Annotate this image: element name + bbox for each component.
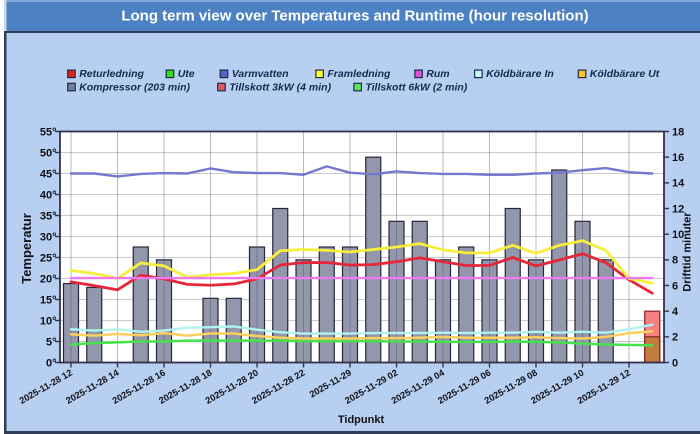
svg-text:Long term view over Temperatur: Long term view over Temperatures and Run… — [121, 8, 588, 25]
svg-text:8: 8 — [672, 255, 678, 267]
svg-text:4: 4 — [672, 306, 679, 318]
svg-text:Drifttid minuter: Drifttid minuter — [682, 212, 694, 292]
svg-text:5°: 5° — [46, 336, 57, 348]
svg-text:Rum: Rum — [426, 68, 449, 80]
svg-text:2: 2 — [672, 332, 678, 344]
svg-text:50°: 50° — [40, 147, 57, 159]
svg-text:0°: 0° — [46, 357, 57, 369]
svg-text:6: 6 — [672, 280, 678, 292]
svg-text:Tillskott 3kW (4 min): Tillskott 3kW (4 min) — [229, 81, 331, 93]
svg-text:Köldbärare Ut: Köldbärare Ut — [590, 68, 660, 80]
svg-text:0: 0 — [672, 357, 678, 369]
svg-text:10: 10 — [672, 229, 684, 241]
svg-text:45°: 45° — [40, 168, 57, 180]
svg-text:Temperatur: Temperatur — [19, 213, 34, 284]
svg-text:18: 18 — [672, 126, 684, 138]
svg-text:12: 12 — [672, 203, 684, 215]
svg-text:55°: 55° — [40, 126, 57, 138]
svg-text:Tillskott 6kW (2 min): Tillskott 6kW (2 min) — [365, 81, 467, 93]
svg-text:20°: 20° — [40, 273, 57, 285]
svg-text:30°: 30° — [40, 231, 57, 243]
svg-text:16: 16 — [672, 152, 684, 164]
svg-text:Varmvatten: Varmvatten — [232, 68, 289, 80]
svg-text:25°: 25° — [40, 252, 57, 264]
svg-text:14: 14 — [672, 178, 685, 190]
svg-text:Tidpunkt: Tidpunkt — [338, 414, 385, 426]
svg-text:Kompressor (203 min): Kompressor (203 min) — [79, 81, 190, 93]
svg-text:40°: 40° — [40, 189, 57, 201]
svg-text:15°: 15° — [40, 294, 57, 306]
svg-text:Ute: Ute — [178, 68, 195, 80]
svg-text:Köldbärare In: Köldbärare In — [486, 68, 554, 80]
svg-text:10°: 10° — [40, 315, 57, 327]
svg-text:35°: 35° — [40, 210, 57, 222]
svg-text:Framledning: Framledning — [327, 68, 391, 80]
svg-text:Returledning: Returledning — [79, 68, 144, 80]
